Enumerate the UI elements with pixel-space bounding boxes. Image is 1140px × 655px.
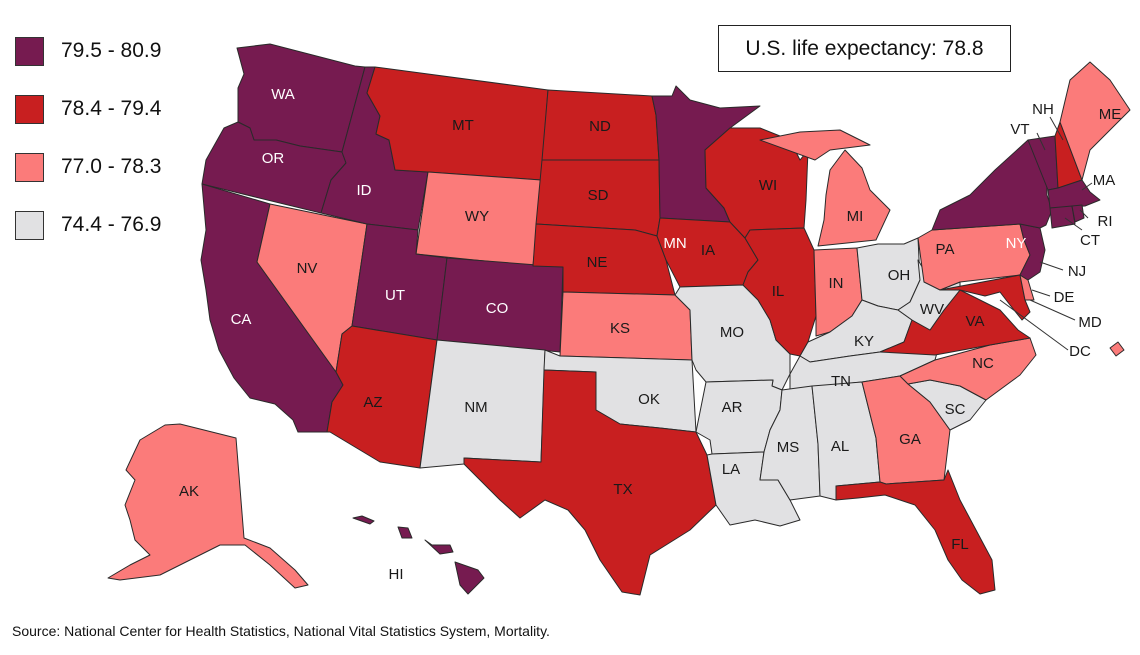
state-nj[interactable]: [1019, 223, 1046, 281]
state-label-il: IL: [772, 283, 785, 300]
state-dc[interactable]: [1109, 341, 1125, 357]
state-ct[interactable]: [1049, 205, 1076, 229]
state-label-ok: OK: [638, 391, 660, 408]
state-mi[interactable]: [759, 129, 891, 247]
state-label-nj: NJ: [1068, 263, 1086, 280]
state-label-sd: SD: [588, 187, 609, 204]
legend-label: 79.5 - 80.9: [61, 39, 162, 62]
state-label-ne: NE: [587, 254, 608, 271]
state-label-ca: CA: [231, 311, 252, 328]
national-life-expectancy-box: U.S. life expectancy: 78.8: [718, 25, 1011, 72]
state-label-ar: AR: [722, 399, 743, 416]
state-label-la: LA: [722, 461, 740, 478]
state-wa[interactable]: [236, 43, 366, 153]
state-fl[interactable]: [835, 469, 996, 595]
state-label-ga: GA: [899, 431, 921, 448]
state-label-ia: IA: [701, 242, 715, 259]
legend-label: 77.0 - 78.3: [61, 155, 162, 178]
state-tx[interactable]: [463, 369, 717, 596]
state-label-dc: DC: [1069, 343, 1091, 360]
state-label-md: MD: [1078, 314, 1101, 331]
state-label-sc: SC: [945, 401, 966, 418]
legend-swatch: [15, 152, 44, 182]
state-label-tx: TX: [613, 481, 632, 498]
state-label-hi: HI: [389, 566, 404, 583]
state-ri[interactable]: [1071, 204, 1085, 223]
state-label-in: IN: [829, 275, 844, 292]
state-nc[interactable]: [899, 337, 1037, 401]
state-label-tn: TN: [831, 373, 851, 390]
legend-item-bin-3: 74.4 - 76.9: [15, 196, 161, 254]
state-label-ak: AK: [179, 483, 199, 500]
state-label-ri: RI: [1098, 213, 1113, 230]
source-note: Source: National Center for Health Stati…: [12, 623, 550, 639]
state-label-ks: KS: [610, 320, 630, 337]
legend-item-bin-1: 78.4 - 79.4: [15, 80, 161, 138]
legend-label: 78.4 - 79.4: [61, 97, 162, 120]
state-label-mo: MO: [720, 324, 744, 341]
leader-md: [1029, 299, 1076, 321]
state-label-wy: WY: [465, 208, 489, 225]
state-label-id: ID: [357, 182, 372, 199]
state-label-mt: MT: [452, 117, 474, 134]
state-label-fl: FL: [951, 536, 969, 553]
state-label-ny: NY: [1006, 235, 1027, 252]
leader-dc: [999, 299, 1069, 351]
state-label-ct: CT: [1080, 232, 1100, 249]
legend-swatch: [15, 210, 44, 240]
state-label-ma: MA: [1093, 172, 1116, 189]
state-label-wv: WV: [920, 301, 944, 318]
legend-swatch: [15, 94, 44, 124]
leader-vt: [1036, 132, 1046, 151]
state-label-ky: KY: [854, 333, 874, 350]
legend-item-bin-2: 77.0 - 78.3: [15, 138, 161, 196]
legend: 79.5 - 80.9 78.4 - 79.4 77.0 - 78.3 74.4…: [15, 22, 161, 254]
state-label-nc: NC: [972, 355, 994, 372]
state-label-mi: MI: [847, 208, 864, 225]
state-ak[interactable]: [107, 423, 309, 589]
state-label-vt: VT: [1010, 121, 1029, 138]
state-label-ut: UT: [385, 287, 405, 304]
leader-ri: [1079, 209, 1089, 219]
leader-ct: [1064, 217, 1083, 231]
leader-de: [1031, 289, 1051, 297]
legend-swatch: [15, 36, 44, 66]
state-label-nh: NH: [1032, 101, 1054, 118]
state-label-pa: PA: [936, 241, 955, 258]
state-label-nd: ND: [589, 118, 611, 135]
state-label-wi: WI: [759, 177, 777, 194]
state-label-nm: NM: [464, 399, 487, 416]
legend-item-bin-0: 79.5 - 80.9: [15, 22, 161, 80]
leader-nj: [1039, 261, 1064, 271]
state-label-va: VA: [966, 313, 985, 330]
state-label-mn: MN: [663, 235, 686, 252]
state-label-or: OR: [262, 150, 285, 167]
leader-ma: [1081, 182, 1093, 191]
state-label-de: DE: [1054, 289, 1075, 306]
state-label-co: CO: [486, 300, 509, 317]
leader-nh: [1049, 116, 1064, 141]
state-label-wa: WA: [271, 86, 295, 103]
state-label-al: AL: [831, 438, 849, 455]
state-label-oh: OH: [888, 267, 911, 284]
state-hi[interactable]: [352, 515, 485, 595]
state-label-ms: MS: [777, 439, 800, 456]
legend-label: 74.4 - 76.9: [61, 213, 162, 236]
state-me[interactable]: [1059, 61, 1131, 181]
state-label-me: ME: [1099, 106, 1122, 123]
state-label-nv: NV: [297, 260, 318, 277]
state-label-az: AZ: [363, 394, 382, 411]
